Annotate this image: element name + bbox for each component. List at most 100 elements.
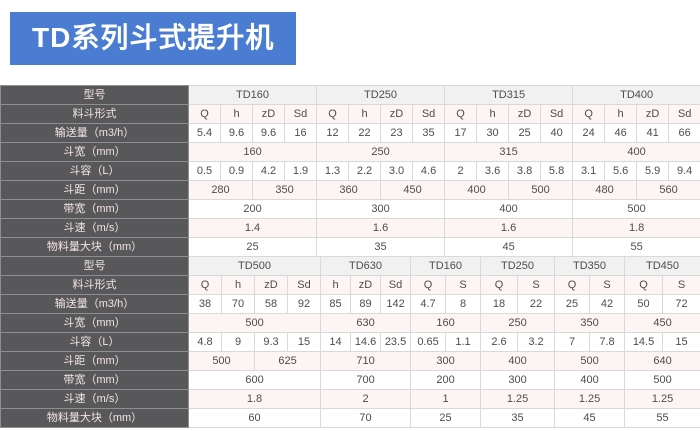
spec-cell: 250 — [316, 142, 446, 162]
spec-cell: 66 — [668, 123, 700, 143]
page-title: TD系列斗式提升机 — [32, 22, 275, 53]
spec-cell: Q — [572, 104, 606, 124]
spec-cell: 640 — [624, 351, 700, 371]
spec-cell: 1.25 — [480, 389, 556, 409]
row-label: 斗容（L） — [0, 161, 189, 181]
spec-cell: 9.4 — [668, 161, 700, 181]
spec-cell: Sd — [283, 104, 318, 124]
spec-cell: 15 — [662, 332, 700, 352]
row-label: 带宽（mm） — [0, 370, 189, 390]
spec-cell: 200 — [410, 370, 482, 390]
spec-cell: 1.4 — [187, 218, 318, 238]
row-label: 斗宽（mm） — [0, 142, 189, 162]
spec-cell: 45 — [444, 237, 574, 257]
spec-cell: 14.5 — [624, 332, 664, 352]
table-row: 斗宽（mm） 500 630 160 250 350 450 — [0, 313, 700, 333]
spec-cell: h — [320, 275, 352, 295]
spec-cell: 55 — [572, 237, 700, 257]
table-row: 输送量（m3/h） 5.4 9.6 9.6 16 12 22 23 35 17 30 25 40 24 46… — [0, 123, 700, 143]
spec-cell: 360 — [316, 180, 382, 200]
spec-cell: 5.4 — [188, 123, 221, 143]
spec-cell: 45 — [554, 408, 626, 428]
spec-cell: 30 — [476, 123, 510, 143]
model-cell: TD160 — [187, 85, 318, 105]
spec-cell: 0.5 — [188, 161, 221, 181]
row-label: 型号 — [0, 256, 189, 276]
spec-cell: Q — [624, 275, 664, 295]
row-label: 型号 — [0, 85, 189, 105]
model-cell: TD160 — [410, 256, 482, 276]
spec-cell: 35 — [412, 123, 446, 143]
spec-cell: 18 — [480, 294, 519, 314]
spec-cell: 450 — [380, 180, 446, 200]
table-row: 斗距（mm） 500 625 710 300 400 500 640 — [0, 351, 700, 371]
spec-cell: 42 — [589, 294, 626, 314]
spec-cell: Sd — [668, 104, 700, 124]
spec-cell: 9 — [221, 332, 255, 352]
banner: TD系列斗式提升机 — [10, 12, 297, 65]
spec-cell: 14 — [320, 332, 352, 352]
spec-cell: Q — [444, 104, 478, 124]
table-row: 物料量大块（mm） 25 35 45 55 — [0, 237, 700, 257]
spec-cell: 160 — [410, 313, 482, 333]
spec-cell: 300 — [480, 370, 556, 390]
spec-cell: 5.9 — [636, 161, 670, 181]
spec-cell: 2 — [444, 161, 478, 181]
spec-cell: h — [348, 104, 382, 124]
table-row: 输送量（m3/h） 38 70 58 92 85 89 142 4.7 8 18 22 25 42 50 72 — [0, 294, 700, 314]
spec-cell: 23.5 — [380, 332, 412, 352]
row-label: 料斗形式 — [0, 104, 189, 124]
spec-cell: 35 — [480, 408, 556, 428]
spec-cell: 72 — [662, 294, 700, 314]
model-cell: TD350 — [554, 256, 626, 276]
table-row: 斗容（L） 0.5 0.9 4.2 1.9 1.3 2.2 3.0 4.6 2 3.6 3.8 5.8 3… — [0, 161, 700, 181]
spec-cell: 7 — [554, 332, 591, 352]
spec-cell: Q — [188, 275, 222, 295]
spec-cell: 700 — [320, 370, 412, 390]
spec-cell: 5.8 — [540, 161, 574, 181]
spec-cell: Q — [188, 104, 221, 124]
spec-cell: 2 — [320, 389, 412, 409]
spec-cell: 12 — [316, 123, 350, 143]
spec-cell: 60 — [187, 408, 322, 428]
spec-cell: 500 — [188, 351, 255, 371]
model-cell: TD250 — [480, 256, 556, 276]
spec-cell: 400 — [572, 142, 700, 162]
spec-cell: 4.8 — [188, 332, 222, 352]
spec-cell: 400 — [444, 180, 510, 200]
spec-cell: 22 — [348, 123, 382, 143]
spec-cell: 500 — [624, 370, 700, 390]
spec-cell: h — [220, 104, 253, 124]
spec-cell: 280 — [188, 180, 253, 200]
model-cell: TD630 — [320, 256, 412, 276]
spec-cell: 15 — [286, 332, 322, 352]
spec-cell: 400 — [444, 199, 574, 219]
spec-cell: h — [476, 104, 510, 124]
table-row: 带宽（mm） 600 700 200 300 400 500 — [0, 370, 700, 390]
spec-cell: 55 — [624, 408, 700, 428]
spec-cell: 1.25 — [624, 389, 700, 409]
spec-cell: Q — [316, 104, 350, 124]
spec-cell: 2.2 — [348, 161, 382, 181]
spec-cell: 9.6 — [252, 123, 285, 143]
row-label: 输送量（m3/h） — [0, 123, 189, 143]
spec-cell: S — [589, 275, 626, 295]
spec-cell: 9.3 — [254, 332, 288, 352]
spec-cell: zD — [350, 275, 382, 295]
table-row: 斗速（m/s） 1.8 2 1 1.25 1.25 1.25 — [0, 389, 700, 409]
spec-cell: zD — [380, 104, 414, 124]
table-row: 型号 TD160 TD250 TD315 TD400 — [0, 85, 700, 105]
spec-cell: 25 — [508, 123, 542, 143]
spec-cell: Q — [554, 275, 591, 295]
model-cell: TD400 — [572, 85, 700, 105]
spec-cell: 3.8 — [508, 161, 542, 181]
spec-cell: 3.6 — [476, 161, 510, 181]
row-label: 斗容（L） — [0, 332, 189, 352]
spec-cell: 22 — [517, 294, 556, 314]
spec-cell: 7.8 — [589, 332, 626, 352]
spec-cell: 500 — [572, 199, 700, 219]
spec-cell: 480 — [572, 180, 638, 200]
